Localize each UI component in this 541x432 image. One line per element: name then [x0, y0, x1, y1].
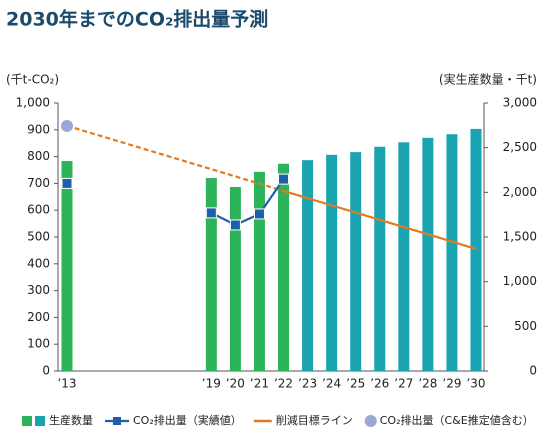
y2-tick-label: 3,000 — [503, 96, 537, 110]
y2-tick-label: 0 — [529, 364, 537, 378]
x-tick-label: ’20 — [226, 377, 245, 391]
bar — [278, 163, 290, 371]
x-tick-label: ’21 — [250, 377, 269, 391]
bar — [422, 137, 434, 371]
marker — [205, 207, 217, 219]
marker — [278, 173, 290, 185]
bar — [350, 152, 362, 371]
marker — [229, 219, 241, 231]
y-tick-label: 500 — [27, 230, 50, 244]
y-tick-label: 0 — [42, 364, 50, 378]
point — [61, 120, 73, 133]
y2-tick-label: 1,500 — [503, 230, 537, 244]
legend-swatch — [364, 415, 377, 427]
x-tick-label: ’30 — [466, 377, 485, 391]
x-tick-label: ’28 — [418, 377, 437, 391]
y-tick-label: 100 — [27, 337, 50, 351]
x-tick-label: ’27 — [394, 377, 413, 391]
legend-swatch — [22, 416, 32, 426]
y2-tick-label: 2,500 — [503, 140, 537, 154]
bar — [205, 178, 217, 371]
bar — [470, 128, 482, 371]
y-axis-label: (千t-CO₂) — [6, 73, 59, 87]
bar — [61, 161, 73, 371]
legend-swatch — [35, 416, 45, 426]
y-tick-label: 400 — [27, 256, 50, 270]
x-tick-label: ’26 — [370, 377, 389, 391]
y-tick-label: 600 — [27, 203, 50, 217]
chart-title: 2030年までのCO₂排出量予測 — [6, 8, 268, 31]
legend-label: CO₂排出量（C&E推定値含む） — [380, 413, 534, 427]
x-tick-label: ’25 — [346, 377, 365, 391]
y-tick-label: 200 — [27, 310, 50, 324]
x-tick-label: ’29 — [442, 377, 461, 391]
bar — [398, 142, 410, 371]
legend-label: 削減目標ライン — [276, 413, 353, 427]
legend-swatch — [113, 417, 121, 425]
x-tick-label: ’22 — [274, 377, 293, 391]
bar — [302, 160, 314, 371]
bar — [374, 146, 386, 371]
y-tick-label: 700 — [27, 176, 50, 190]
x-tick-label: ’13 — [57, 377, 76, 391]
marker — [61, 177, 73, 189]
y-tick-label: 300 — [27, 283, 50, 297]
target-line — [283, 189, 477, 251]
y-tick-label: 800 — [27, 149, 50, 163]
bar — [229, 186, 241, 371]
y2-tick-label: 1,000 — [503, 274, 537, 288]
line — [210, 178, 285, 227]
y-tick-label: 1,000 — [16, 96, 50, 110]
y-tick-label: 900 — [27, 122, 50, 136]
x-tick-label: ’23 — [298, 377, 317, 391]
bar — [253, 171, 265, 371]
x-tick-label: ’24 — [322, 377, 341, 391]
bar — [446, 134, 458, 371]
x-tick-label: ’19 — [202, 377, 221, 391]
marker — [253, 208, 265, 220]
bar — [326, 154, 338, 371]
legend-label: CO₂排出量（実績値） — [133, 413, 242, 427]
y2-axis-label: (実生産数量・千t) — [439, 72, 537, 87]
y2-tick-label: 500 — [514, 319, 537, 333]
legend-label: 生産数量 — [49, 413, 93, 427]
y2-tick-label: 2,000 — [503, 185, 537, 199]
target-line — [66, 124, 284, 192]
